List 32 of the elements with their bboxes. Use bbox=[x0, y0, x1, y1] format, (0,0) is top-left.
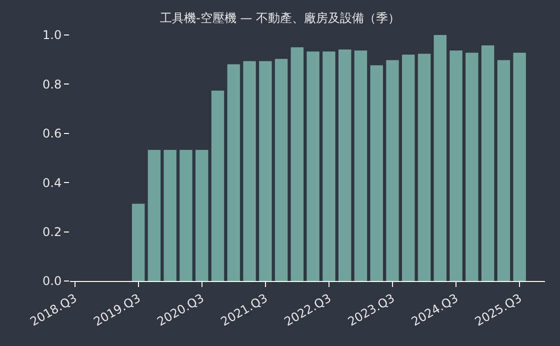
y-tick-label: 0.2 bbox=[42, 225, 62, 239]
bar bbox=[497, 60, 510, 281]
bar bbox=[227, 64, 240, 281]
bar bbox=[402, 54, 415, 281]
bar bbox=[148, 150, 161, 281]
bar bbox=[274, 58, 288, 281]
y-tick-label: 0.6 bbox=[42, 126, 62, 141]
bar bbox=[450, 50, 462, 281]
bar bbox=[164, 150, 176, 281]
bar bbox=[322, 51, 336, 281]
bar bbox=[466, 52, 478, 281]
bar bbox=[386, 60, 399, 281]
chart-title: 工具機-空壓機 — 不動產、廠房及設備（季） bbox=[160, 11, 400, 26]
bar bbox=[259, 61, 272, 281]
y-tick-label: 0.8 bbox=[42, 77, 62, 92]
bar bbox=[513, 52, 526, 281]
y-tick-label: 0.4 bbox=[42, 176, 62, 190]
bar bbox=[434, 35, 447, 281]
bar bbox=[180, 150, 192, 281]
bar bbox=[132, 204, 145, 281]
bar bbox=[481, 45, 494, 281]
bar bbox=[418, 54, 431, 281]
bar bbox=[354, 50, 368, 281]
bar bbox=[370, 65, 383, 281]
y-tick-label: 1.0 bbox=[42, 28, 62, 42]
bar bbox=[306, 51, 320, 281]
bar bbox=[290, 47, 304, 281]
y-tick-label: 0.0 bbox=[42, 274, 62, 288]
bar bbox=[243, 61, 256, 281]
bar bbox=[196, 150, 208, 281]
bar bbox=[338, 50, 352, 281]
bar bbox=[211, 90, 224, 281]
